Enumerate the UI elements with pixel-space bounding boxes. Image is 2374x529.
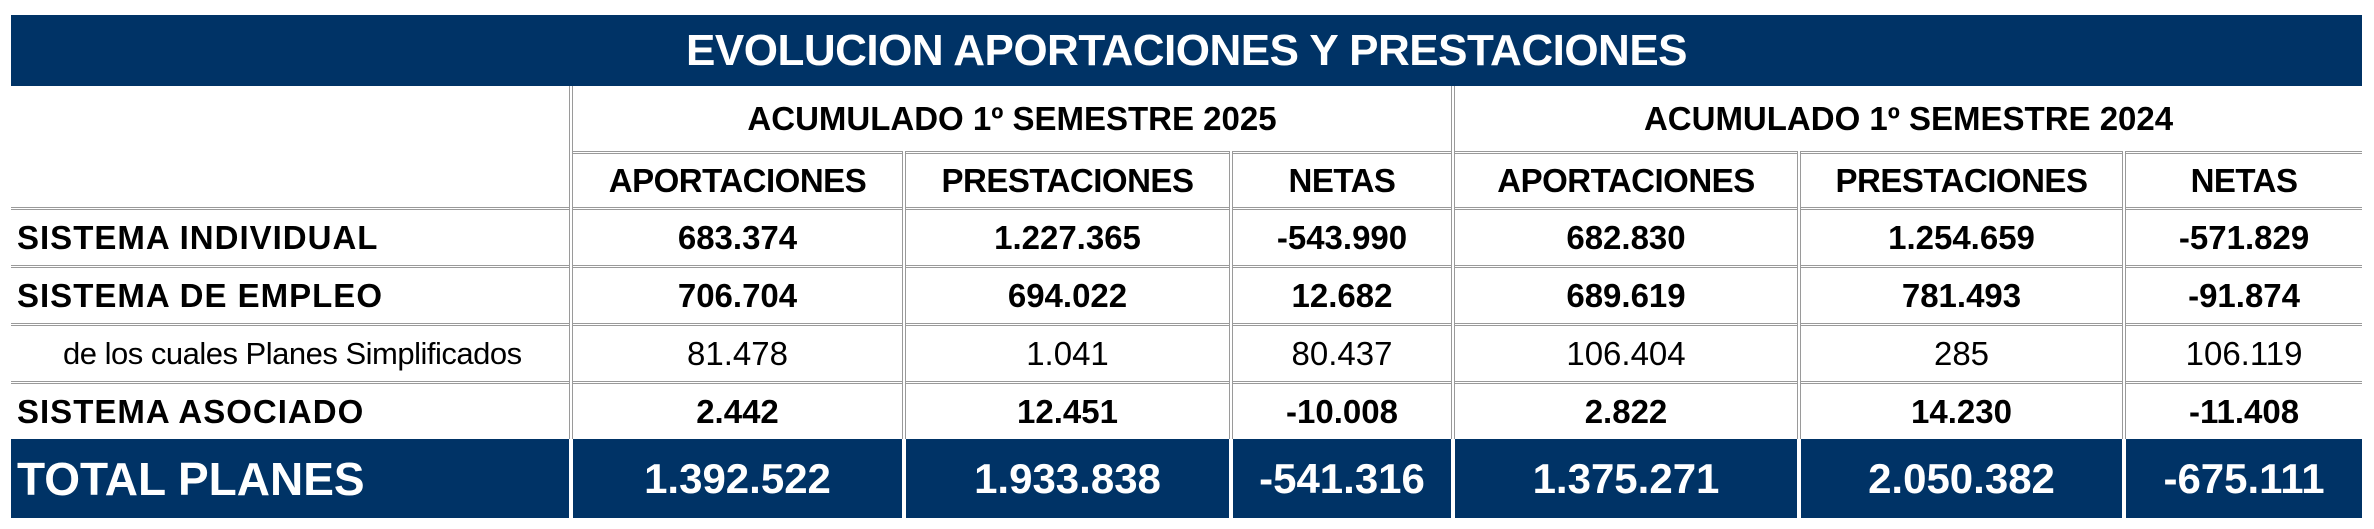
cell-value: 1.254.659 bbox=[1797, 207, 2124, 267]
column-header: PRESTACIONES bbox=[1797, 151, 2124, 209]
total-value: 2.050.382 bbox=[1797, 439, 2124, 518]
cell-value: 1.041 bbox=[902, 323, 1231, 383]
row-label: SISTEMA DE EMPLEO bbox=[11, 265, 571, 325]
row-label: SISTEMA INDIVIDUAL bbox=[11, 207, 571, 267]
cell-value: 683.374 bbox=[569, 207, 904, 267]
table-title: EVOLUCION APORTACIONES Y PRESTACIONES bbox=[11, 15, 2363, 86]
total-value: 1.392.522 bbox=[569, 439, 904, 518]
empty-cell bbox=[11, 153, 571, 209]
cell-value: 1.227.365 bbox=[902, 207, 1231, 267]
data-row: SISTEMA INDIVIDUAL 683.374 1.227.365 -543.9… bbox=[11, 207, 2363, 267]
total-row: TOTAL PLANES 1.392.522 1.933.838 -541.316 1.… bbox=[11, 439, 2363, 518]
group-header: ACUMULADO 1º SEMESTRE 2025 bbox=[569, 86, 1453, 153]
column-header: APORTACIONES bbox=[569, 151, 904, 209]
total-label: TOTAL PLANES bbox=[11, 439, 571, 518]
cell-value: 14.230 bbox=[1797, 381, 2124, 439]
cell-value: 682.830 bbox=[1451, 207, 1799, 267]
cell-value: 706.704 bbox=[569, 265, 904, 325]
cell-value: 12.451 bbox=[902, 381, 1231, 439]
cell-value: -10.008 bbox=[1229, 381, 1453, 439]
total-value: 1.933.838 bbox=[902, 439, 1231, 518]
title-row: EVOLUCION APORTACIONES Y PRESTACIONES bbox=[11, 15, 2363, 86]
total-value: -675.111 bbox=[2121, 439, 2363, 518]
column-header: PRESTACIONES bbox=[902, 151, 1231, 209]
cell-value: 2.442 bbox=[569, 381, 904, 439]
data-table: EVOLUCION APORTACIONES Y PRESTACIONES ACU… bbox=[11, 15, 2363, 518]
cell-value: 106.404 bbox=[1451, 323, 1799, 383]
row-label: SISTEMA ASOCIADO bbox=[11, 381, 571, 439]
empty-cell bbox=[11, 86, 571, 153]
column-header: APORTACIONES bbox=[1451, 151, 1799, 209]
cell-value: 781.493 bbox=[1797, 265, 2124, 325]
cell-value: 689.619 bbox=[1451, 265, 1799, 325]
cell-value: -91.874 bbox=[2121, 265, 2363, 325]
cell-value: 81.478 bbox=[569, 323, 904, 383]
group-header: ACUMULADO 1º SEMESTRE 2024 bbox=[1450, 86, 2363, 153]
total-value: -541.316 bbox=[1229, 439, 1453, 518]
cell-value: 2.822 bbox=[1451, 381, 1799, 439]
column-header: NETAS bbox=[1229, 151, 1453, 209]
cell-value: 12.682 bbox=[1229, 265, 1453, 325]
cell-value: 106.119 bbox=[2121, 323, 2363, 383]
cell-value: -543.990 bbox=[1229, 207, 1453, 267]
column-header: NETAS bbox=[2121, 151, 2363, 209]
column-header-row: APORTACIONES PRESTACIONES NETAS APORTACIONE… bbox=[11, 151, 2363, 209]
cell-value: -11.408 bbox=[2121, 381, 2363, 439]
data-row: de los cuales Planes Simplificados 81.478… bbox=[11, 323, 2363, 383]
data-row: SISTEMA ASOCIADO 2.442 12.451 -10.008 2.822 1… bbox=[11, 381, 2363, 439]
total-value: 1.375.271 bbox=[1451, 439, 1799, 518]
cell-value: -571.829 bbox=[2121, 207, 2363, 267]
table-container: EVOLUCION APORTACIONES Y PRESTACIONES ACU… bbox=[11, 15, 2363, 518]
group-header-row: ACUMULADO 1º SEMESTRE 2025 ACUMULADO 1º S… bbox=[11, 86, 2363, 153]
data-row: SISTEMA DE EMPLEO 706.704 694.022 12.682 689… bbox=[11, 265, 2363, 325]
cell-value: 80.437 bbox=[1229, 323, 1453, 383]
row-label: de los cuales Planes Simplificados bbox=[11, 323, 571, 383]
cell-value: 285 bbox=[1797, 323, 2124, 383]
cell-value: 694.022 bbox=[902, 265, 1231, 325]
